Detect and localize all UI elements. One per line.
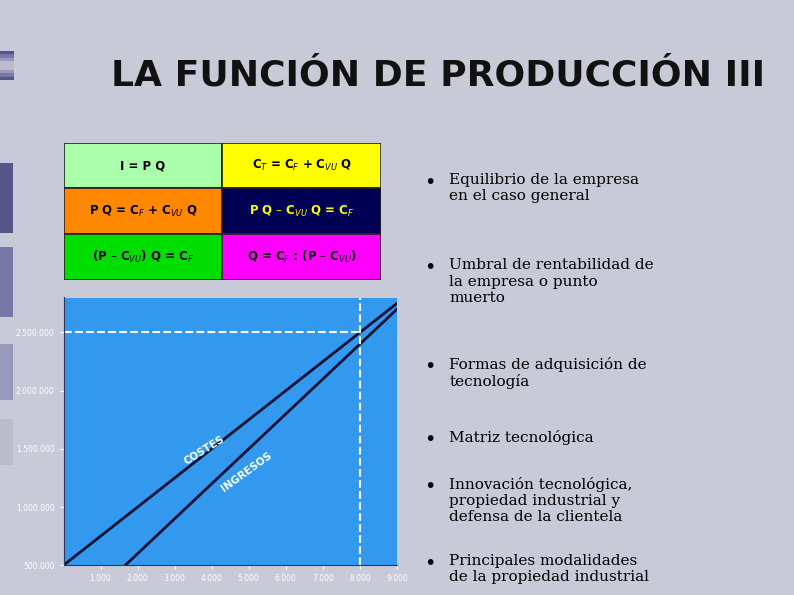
Bar: [0, 164, 13, 233]
Text: •: •: [424, 357, 435, 376]
Bar: [0, 345, 13, 400]
Bar: [64, 143, 222, 189]
Text: •: •: [424, 258, 435, 277]
Text: •: •: [424, 430, 435, 449]
Text: P Q = C$_F$ + C$_{VU}$ Q: P Q = C$_F$ + C$_{VU}$ Q: [88, 203, 198, 219]
Text: Principales modalidades
de la propiedad industrial: Principales modalidades de la propiedad …: [449, 554, 649, 584]
Bar: [0, 54, 14, 77]
Bar: [64, 189, 222, 234]
Bar: [64, 234, 222, 280]
Text: •: •: [424, 477, 435, 496]
Bar: [0, 419, 13, 465]
Bar: [222, 189, 381, 234]
Text: Umbral de rentabilidad de
la empresa o punto
muerto: Umbral de rentabilidad de la empresa o p…: [449, 258, 654, 305]
Text: COSTES: COSTES: [182, 434, 226, 467]
Text: •: •: [424, 173, 435, 192]
Text: Innovación tecnológica,
propiedad industrial y
defensa de la clientela: Innovación tecnológica, propiedad indust…: [449, 477, 633, 524]
Text: Matriz tecnológica: Matriz tecnológica: [449, 430, 594, 445]
Text: •: •: [424, 554, 435, 573]
Bar: [0, 247, 13, 317]
Text: INGRESOS: INGRESOS: [219, 450, 274, 494]
Text: I = P Q: I = P Q: [121, 159, 165, 172]
Text: (P – C$_{VU}$) Q = C$_F$: (P – C$_{VU}$) Q = C$_F$: [92, 249, 194, 265]
Bar: [0, 61, 14, 70]
Bar: [222, 234, 381, 280]
Bar: [222, 143, 381, 189]
Text: Q = C$_F$ : (P – C$_{VU}$): Q = C$_F$ : (P – C$_{VU}$): [247, 249, 357, 265]
Text: P Q – C$_{VU}$ Q = C$_F$: P Q – C$_{VU}$ Q = C$_F$: [249, 203, 354, 219]
Text: Equilibrio de la empresa
en el caso general: Equilibrio de la empresa en el caso gene…: [449, 173, 639, 203]
Bar: [0, 51, 14, 80]
Text: C$_T$ = C$_F$ + C$_{VU}$ Q: C$_T$ = C$_F$ + C$_{VU}$ Q: [252, 158, 352, 173]
Text: LA FUNCIÓN DE PRODUCCIÓN III: LA FUNCIÓN DE PRODUCCIÓN III: [111, 59, 765, 93]
Bar: [0, 58, 14, 73]
Text: Formas de adquisición de
tecnología: Formas de adquisición de tecnología: [449, 357, 647, 389]
